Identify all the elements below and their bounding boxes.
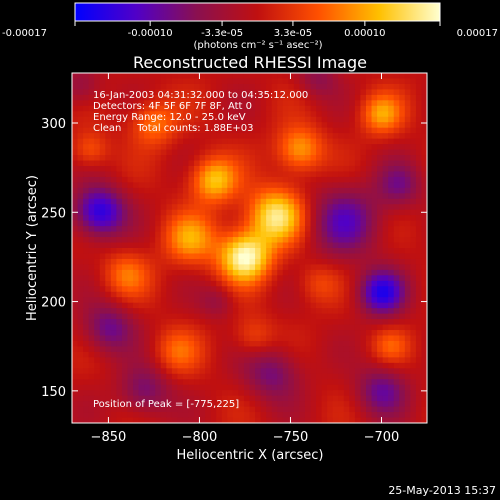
colorbar-frame <box>74 2 441 22</box>
x-tick-label: −850 <box>91 430 127 445</box>
annotation-clean: Clean Total counts: 1.88E+03 <box>93 123 253 134</box>
colorbar-tick-label: 3.3e-05 <box>274 28 312 39</box>
colorbar-tick-label: -0.00010 <box>128 28 173 39</box>
y-axis-label: Heliocentric Y (arcsec) <box>25 175 40 321</box>
y-tick-label: 150 <box>41 385 66 400</box>
x-axis-label: Heliocentric X (arcsec) <box>177 448 324 463</box>
annotation-time: 16-Jan-2003 04:31:32.000 to 04:35:12.000 <box>93 90 308 101</box>
annotation-detectors: Detectors: 4F 5F 6F 7F 8F, Att 0 <box>93 101 252 112</box>
y-tick-label: 300 <box>41 117 66 132</box>
annotation-energy: Energy Range: 12.0 - 25.0 keV <box>93 112 246 123</box>
x-tick-label: −700 <box>364 430 400 445</box>
x-tick-label: −800 <box>182 430 218 445</box>
x-tick-label: −750 <box>273 430 309 445</box>
heatmap-image <box>72 73 427 423</box>
colorbar-tick-label: 0.00017 <box>457 28 498 39</box>
footer-date: 25-May-2013 15:37 <box>388 484 496 497</box>
colorbar-tick-label: 0.00010 <box>344 28 385 39</box>
colorbar-tick-label: -3.3e-05 <box>201 28 243 39</box>
colorbar-units: (photons cm⁻² s⁻¹ asec⁻²) <box>193 40 322 51</box>
plot-frame <box>71 72 428 424</box>
colorbar <box>75 3 440 21</box>
colorbar-tick-label: -0.00017 <box>2 28 47 39</box>
y-tick-label: 250 <box>41 206 66 221</box>
y-tick-label: 200 <box>41 296 66 311</box>
chart-title: Reconstructed RHESSI Image <box>133 53 367 72</box>
annotation-peak: Position of Peak = [-775,225] <box>93 399 239 410</box>
